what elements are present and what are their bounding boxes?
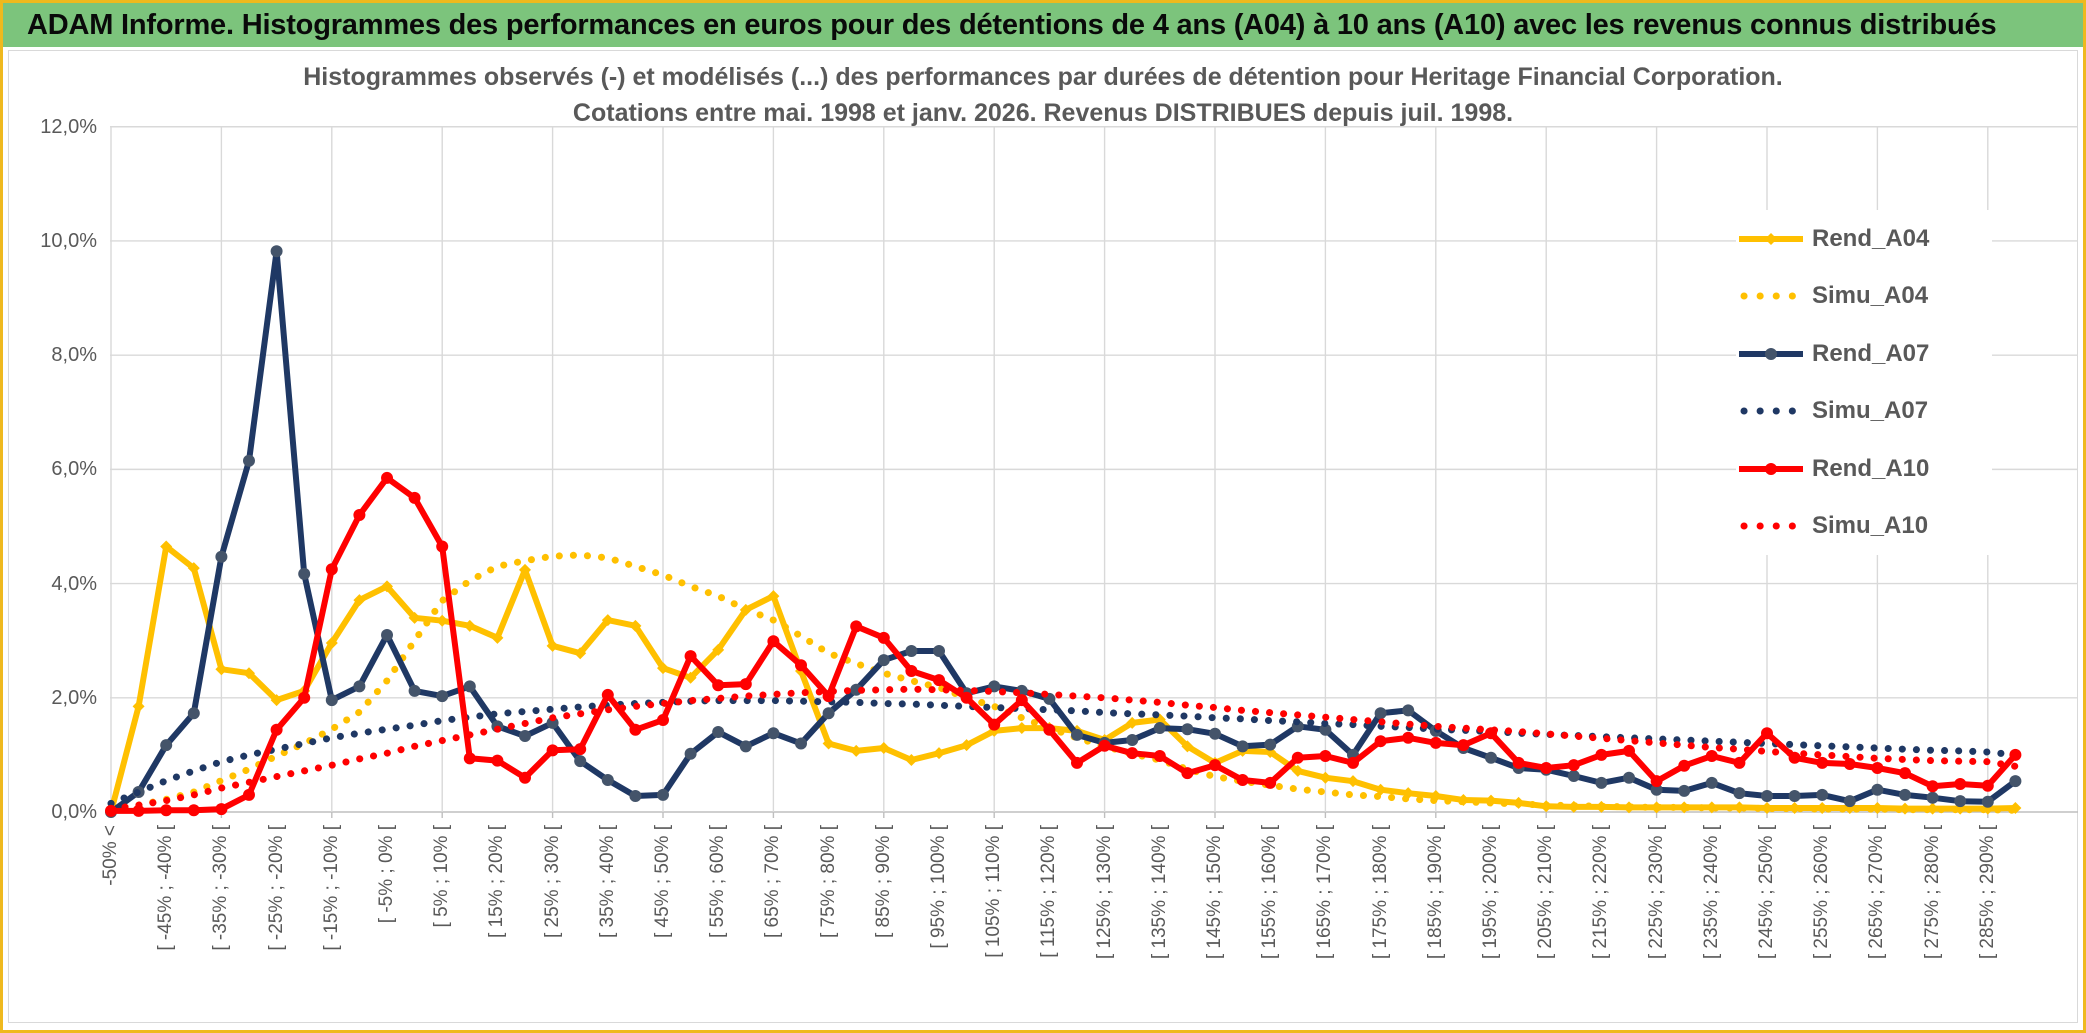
series-Rend_A10-markers [105,471,2022,817]
legend-label: Simu_A10 [1812,512,1929,540]
series-Simu_A10-line [107,685,2019,813]
x-axis-tick-text: [ 105% ; 110% [ [983,825,1005,958]
legend-label: Rend_A04 [1812,224,1930,252]
legend-item-Rend_A07[interactable]: Rend_A07 [1736,325,1992,383]
x-axis-tick-text: [ -15% ; -10% [ [320,825,342,951]
legend-item-Simu_A10[interactable]: Simu_A10 [1736,498,1992,556]
x-axis-tick-text: [ 235% ; 240% [ [1700,825,1722,960]
legend-item-Rend_A04[interactable]: Rend_A04 [1736,210,1992,268]
legend-label: Simu_A07 [1812,397,1929,425]
x-axis-tick-text: [ 65% ; 70% [ [762,825,784,939]
x-axis-tick-text: [ 215% ; 220% [ [1590,825,1612,960]
x-axis-tick-text: [ 155% ; 160% [ [1259,825,1281,960]
gridlines [110,126,2078,818]
legend-label: Rend_A10 [1812,454,1930,482]
legend: Rend_A04 Simu_A04 Rend_A07 Simu_A07 Rend_A10… [1736,210,1992,555]
x-axis-tick-text: [ 205% ; 210% [ [1535,825,1557,960]
x-axis-tick-text: [ 115% ; 120% [ [1038,825,1060,958]
x-axis-tick-text: [ -35% ; -30% [ [210,825,232,951]
x-axis-tick-text: [ 85% ; 90% [ [872,825,894,939]
x-axis-tick-text: [ 35% ; 40% [ [596,825,618,939]
legend-swatch-dotted-icon [1740,292,1806,300]
y-axis-tick-label: 8,0% [51,344,97,367]
header-bar: ADAM Informe. Histogrammes des performan… [3,3,2083,47]
x-axis-tick-text: [ 255% ; 260% [ [1811,825,1833,960]
x-axis-tick-text: [ -25% ; -20% [ [265,825,287,951]
x-axis-tick-text: [ 145% ; 150% [ [1204,825,1225,960]
x-axis-tick-text: [ 175% ; 180% [ [1369,825,1391,960]
series-Rend_A04-markers [105,540,2022,818]
legend-swatch-solid-icon [1739,232,1803,245]
x-axis-tick-text: [ 225% ; 230% [ [1645,825,1667,960]
x-axis-tick-text: [ 135% ; 140% [ [1148,825,1170,960]
x-axis-tick-text: [ 5% ; 10% [ [431,825,453,928]
x-axis-tick-text: [ 125% ; 130% [ [1093,825,1115,960]
x-axis-tick-text: [ 95% ; 100% [ [928,825,949,949]
chart-title-line2: Cotations entre mai. 1998 et janv. 2026.… [572,99,1514,127]
series-Rend_A10-line [111,474,2018,814]
series-Simu_A04-line [107,551,2019,814]
legend-item-Simu_A04[interactable]: Simu_A04 [1736,268,1992,326]
x-axis-tick-text: [ -5% ; 0% [ [376,825,397,924]
chart-title: Histogrammes observés (-) et modélisés (… [3,59,2083,131]
x-axis-tick-text: -50% < [100,825,121,886]
x-axis-tick-text: [ 25% ; 30% [ [541,825,563,939]
x-axis-tick-text: [ -45% ; -40% [ [155,825,177,951]
x-axis-tick-text: [ 185% ; 190% [ [1424,825,1446,960]
y-axis-tick-label: 4,0% [51,572,97,595]
y-axis-tick-label: 12,0% [40,115,97,138]
x-axis-tick-text: [ 165% ; 170% [ [1314,825,1336,960]
x-axis-tick-text: [ 55% ; 60% [ [707,825,729,939]
legend-label: Simu_A04 [1812,282,1929,310]
x-axis-tick-text: [ 195% ; 200% [ [1480,825,1501,960]
series-Rend_A07-line [109,248,2018,815]
x-axis-tick-label: -50% < [100,825,161,886]
x-axis-tick-text: [ 15% ; 20% [ [486,825,508,939]
x-axis-tick-text: [ 275% ; 280% [ [1921,825,1943,960]
x-axis-tick-text: [ 45% ; 50% [ [652,825,673,939]
x-axis-tick-label: [ 285% ; 290% [ [1977,825,2083,959]
y-axis-tick-label: 2,0% [51,686,97,709]
legend-item-Rend_A10[interactable]: Rend_A10 [1736,440,1992,498]
chart-area-border [8,50,2078,1023]
x-axis-tick-text: [ 265% ; 270% [ [1866,825,1888,960]
header-title: ADAM Informe. Histogrammes des performan… [27,8,1997,41]
y-axis-tick-label: 0,0% [51,801,97,823]
x-axis-tick-text: [ 285% ; 290% [ [1976,825,1998,960]
series-Rend_A04-line [108,543,2016,813]
legend-swatch-dotted-icon [1740,407,1806,415]
legend-label: Rend_A07 [1812,339,1930,367]
plot-svg [105,126,2078,818]
chart-title-line1: Histogrammes observés (-) et modélisés (… [303,63,1783,91]
legend-item-Simu_A07[interactable]: Simu_A07 [1736,383,1992,441]
y-axis-tick-label: 10,0% [40,229,97,252]
y-axis-tick-label: 6,0% [51,458,97,481]
legend-swatch-solid-icon [1739,462,1803,475]
legend-swatch-dotted-icon [1740,522,1806,530]
x-axis-tick-text: [ 245% ; 250% [ [1756,825,1777,960]
legend-swatch-solid-icon [1739,347,1803,360]
x-axis-tick-text: [ 75% ; 80% [ [817,825,839,939]
